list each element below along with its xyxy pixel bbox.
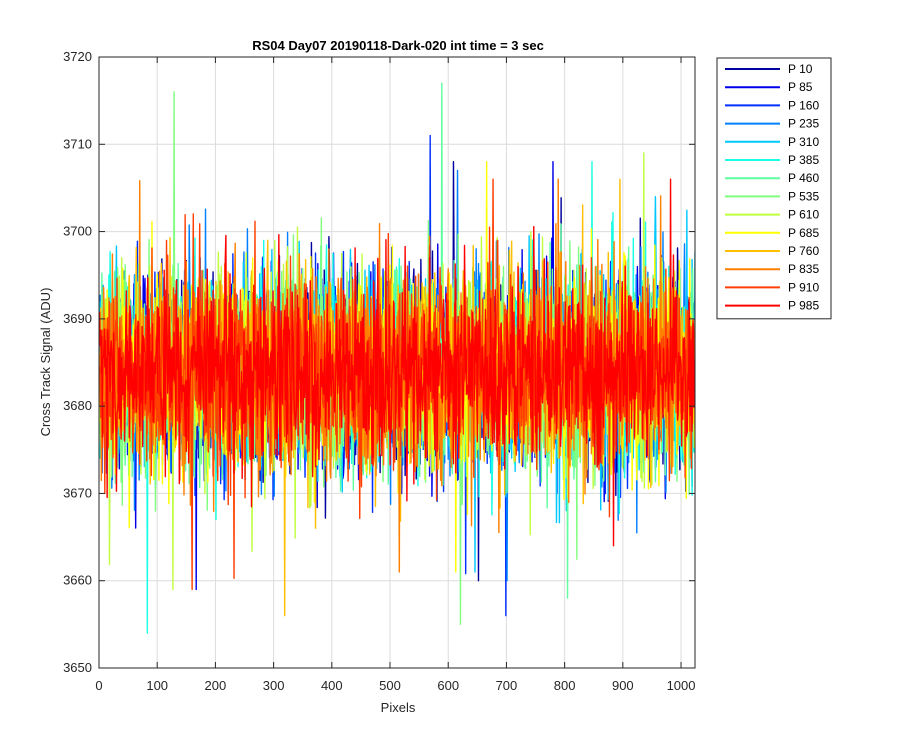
legend-label-p10: P 10 bbox=[788, 62, 813, 76]
x-tick-label: 500 bbox=[379, 678, 401, 693]
axes-frame bbox=[98, 56, 696, 669]
legend-label-p460: P 460 bbox=[788, 171, 819, 185]
y-axis-label: Cross Track Signal (ADU) bbox=[38, 288, 53, 437]
x-tick-label: 400 bbox=[321, 678, 343, 693]
y-tick-label: 3650 bbox=[63, 660, 92, 675]
x-tick-label: 0 bbox=[95, 678, 102, 693]
legend-label-p685: P 685 bbox=[788, 226, 819, 240]
y-tick-label: 3710 bbox=[63, 136, 92, 151]
series-group bbox=[99, 82, 695, 634]
legend-label-p835: P 835 bbox=[788, 262, 819, 276]
legend-label-p85: P 85 bbox=[788, 80, 813, 94]
legend-label-p610: P 610 bbox=[788, 208, 819, 222]
plot-area: 0 100 200 300 400 500 600 700 800 900 1000 3650 3660… bbox=[63, 49, 696, 693]
legend-label-p310: P 310 bbox=[788, 135, 819, 149]
x-tick-label: 600 bbox=[437, 678, 459, 693]
y-tick-label: 3660 bbox=[63, 573, 92, 588]
x-tick-label: 1000 bbox=[667, 678, 696, 693]
legend-label-p535: P 535 bbox=[788, 189, 819, 203]
x-axis-label: Pixels bbox=[381, 700, 416, 715]
y-tick-label: 3670 bbox=[63, 485, 92, 500]
y-tick-label: 3720 bbox=[63, 49, 92, 64]
x-tick-label: 900 bbox=[612, 678, 634, 693]
x-tick-label: 100 bbox=[146, 678, 168, 693]
series-line-p835 bbox=[99, 178, 695, 573]
legend-label-p235: P 235 bbox=[788, 117, 819, 131]
x-tick-label: 200 bbox=[205, 678, 227, 693]
legend-box bbox=[716, 57, 832, 320]
legend-label-p910: P 910 bbox=[788, 280, 819, 294]
legend-label-p385: P 385 bbox=[788, 153, 819, 167]
x-tick-label: 300 bbox=[263, 678, 285, 693]
y-tick-label: 3700 bbox=[63, 224, 92, 239]
y-tick-label: 3690 bbox=[63, 311, 92, 326]
x-tick-label: 700 bbox=[496, 678, 518, 693]
y-tick-label: 3680 bbox=[63, 398, 92, 413]
series-line-p985 bbox=[99, 178, 695, 547]
legend: P 10 P 85 P 160 P 235 P 310 P 385 P 460 P 535 P … bbox=[716, 57, 832, 320]
chart-title: RS04 Day07 20190118-Dark-020 int time = … bbox=[252, 38, 544, 53]
legend-label-p760: P 760 bbox=[788, 244, 819, 258]
legend-label-p985: P 985 bbox=[788, 299, 819, 313]
x-tick-label: 800 bbox=[554, 678, 576, 693]
legend-label-p160: P 160 bbox=[788, 98, 819, 112]
